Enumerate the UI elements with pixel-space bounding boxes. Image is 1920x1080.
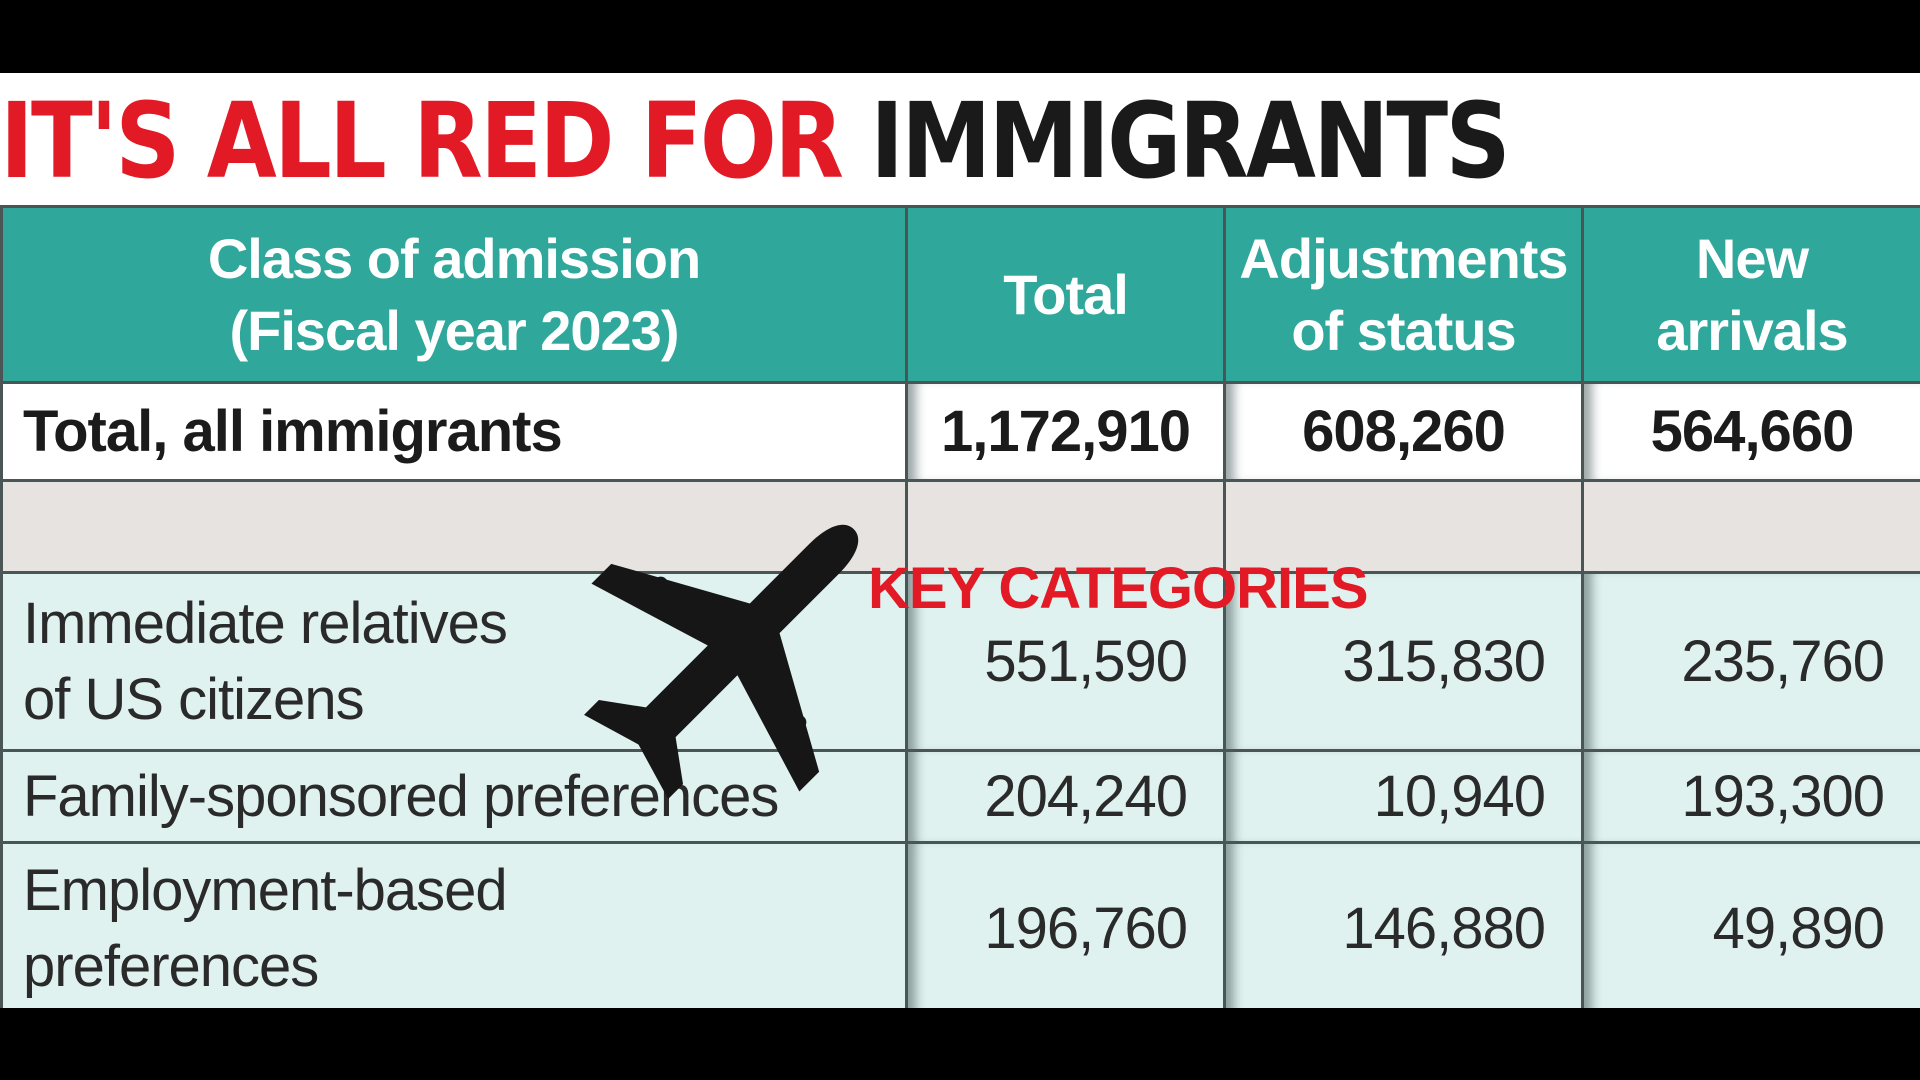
table-cell: 196,760 — [905, 841, 1226, 1008]
total-label: Total, all immigrants — [0, 381, 908, 482]
table-row: Family-sponsored preferences 204,240 10,… — [0, 749, 1920, 844]
total-row: Total, all immigrants 1,172,910 608,260 … — [0, 381, 1920, 482]
header-new-arrivals: New arrivals — [1581, 205, 1920, 384]
table-cell: 193,300 — [1581, 749, 1920, 844]
header-class-of-admission: Class of admission (Fiscal year 2023) — [0, 205, 908, 384]
table-cell: 49,890 — [1581, 841, 1920, 1008]
chart-title: IT'S ALL RED FOR IMMIGRANTS — [0, 81, 1670, 201]
key-categories-label: KEY CATEGORIES — [868, 556, 1369, 621]
table-cell: 235,760 — [1581, 571, 1920, 752]
title-red-part: IT'S ALL RED FOR — [0, 80, 871, 202]
header-row: Class of admission (Fiscal year 2023) Tot… — [0, 205, 1920, 384]
row-label: Employment-based preferences — [0, 841, 908, 1008]
table-cell: 10,940 — [1223, 749, 1584, 844]
header-adjustments: Adjustments of status — [1223, 205, 1584, 384]
table-cell: 551,590 — [905, 571, 1226, 752]
table-cell: 146,880 — [1223, 841, 1584, 1008]
airplane-icon — [584, 524, 859, 799]
key-categories-row — [0, 479, 1920, 574]
row-label: Family-sponsored preferences — [0, 749, 908, 844]
title-black-part: IMMIGRANTS — [870, 80, 1510, 202]
total-cell: 1,172,910 — [905, 381, 1226, 482]
header-total: Total — [905, 205, 1226, 384]
table-cell: 315,830 — [1223, 571, 1584, 752]
total-cell: 608,260 — [1223, 381, 1584, 482]
table-cell: 204,240 — [905, 749, 1226, 844]
total-cell: 564,660 — [1581, 381, 1920, 482]
infographic: IT'S ALL RED FOR IMMIGRANTS Class of adm… — [0, 73, 1920, 1008]
table-row: Employment-based preferences 196,760 146,… — [0, 841, 1920, 1008]
